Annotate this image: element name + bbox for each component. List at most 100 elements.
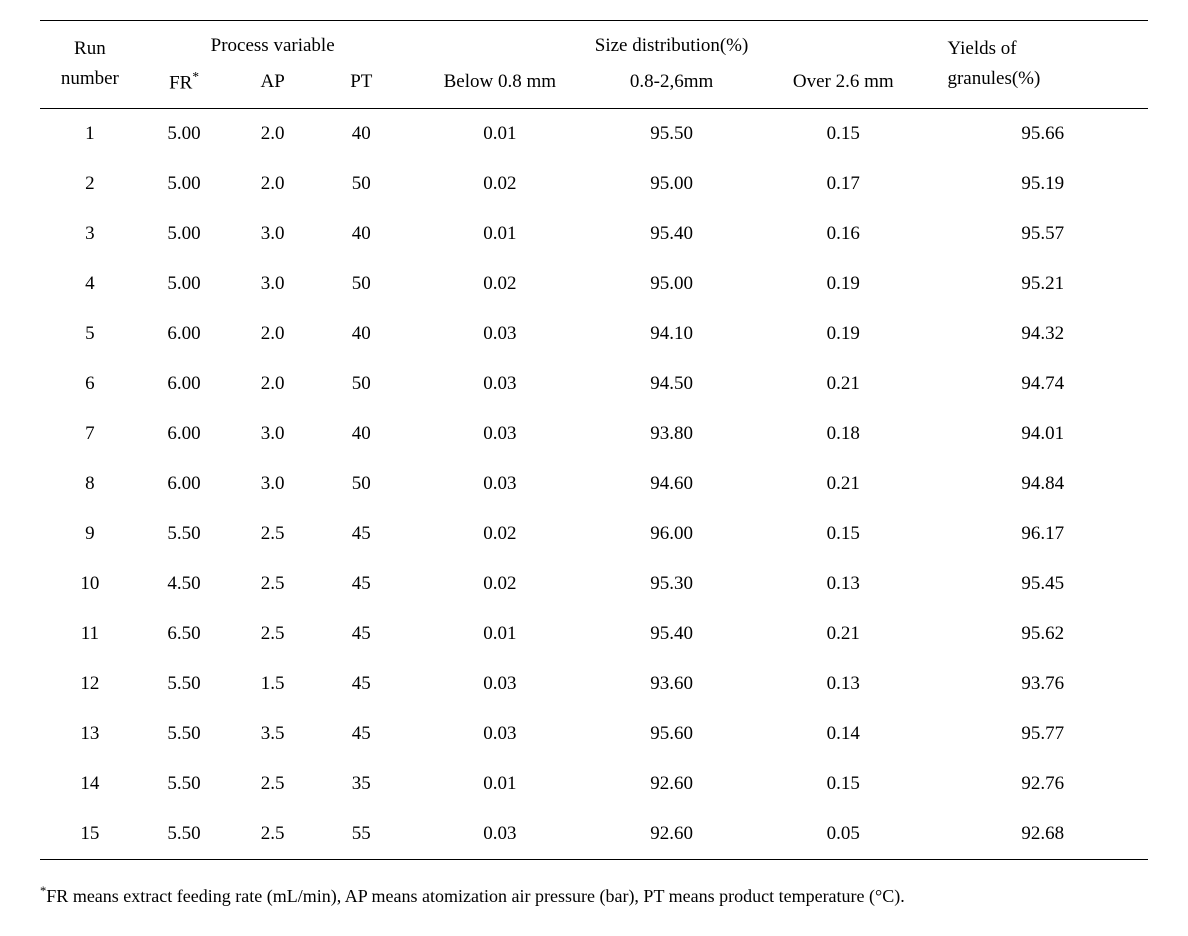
cell-below: 0.01 [406, 109, 594, 160]
header-run-top: Run [40, 21, 140, 64]
cell-mid: 94.60 [594, 459, 749, 509]
cell-fr: 4.50 [140, 559, 229, 609]
cell-fr: 5.50 [140, 809, 229, 860]
cell-ap: 2.5 [228, 609, 317, 659]
cell-run: 3 [40, 209, 140, 259]
cell-mid: 94.50 [594, 359, 749, 409]
header-pt: PT [317, 63, 406, 109]
table-row: 45.003.0500.0295.000.1995.21 [40, 259, 1148, 309]
cell-pt: 45 [317, 509, 406, 559]
cell-below: 0.01 [406, 609, 594, 659]
table-row: 66.002.0500.0394.500.2194.74 [40, 359, 1148, 409]
table-row: 125.501.5450.0393.600.1393.76 [40, 659, 1148, 709]
cell-ap: 2.0 [228, 109, 317, 160]
cell-over: 0.16 [749, 209, 937, 259]
cell-over: 0.21 [749, 359, 937, 409]
cell-yield: 92.68 [937, 809, 1148, 860]
cell-fr: 5.50 [140, 659, 229, 709]
cell-below: 0.03 [406, 459, 594, 509]
footnote-text: FR means extract feeding rate (mL/min), … [46, 886, 904, 906]
cell-ap: 1.5 [228, 659, 317, 709]
cell-run: 2 [40, 159, 140, 209]
header-mid: 0.8-2,6mm [594, 63, 749, 109]
cell-mid: 95.40 [594, 609, 749, 659]
cell-ap: 2.5 [228, 809, 317, 860]
data-table: Run Process variable Size distribution(%… [40, 20, 1148, 860]
cell-mid: 93.80 [594, 409, 749, 459]
cell-pt: 45 [317, 609, 406, 659]
cell-pt: 50 [317, 259, 406, 309]
cell-pt: 55 [317, 809, 406, 860]
cell-over: 0.13 [749, 559, 937, 609]
cell-pt: 40 [317, 209, 406, 259]
footnote: *FR means extract feeding rate (mL/min),… [40, 878, 1148, 916]
cell-over: 0.15 [749, 759, 937, 809]
cell-yield: 95.45 [937, 559, 1148, 609]
cell-over: 0.21 [749, 609, 937, 659]
cell-yield: 96.17 [937, 509, 1148, 559]
cell-yield: 94.01 [937, 409, 1148, 459]
table-row: 35.003.0400.0195.400.1695.57 [40, 209, 1148, 259]
header-yields-top: Yields of [937, 21, 1148, 64]
cell-run: 13 [40, 709, 140, 759]
cell-yield: 94.84 [937, 459, 1148, 509]
cell-run: 11 [40, 609, 140, 659]
cell-ap: 3.0 [228, 409, 317, 459]
cell-ap: 2.0 [228, 359, 317, 409]
cell-below: 0.03 [406, 809, 594, 860]
cell-run: 14 [40, 759, 140, 809]
table-row: 104.502.5450.0295.300.1395.45 [40, 559, 1148, 609]
cell-yield: 95.57 [937, 209, 1148, 259]
cell-ap: 3.0 [228, 259, 317, 309]
cell-run: 8 [40, 459, 140, 509]
cell-below: 0.02 [406, 259, 594, 309]
table-row: 25.002.0500.0295.000.1795.19 [40, 159, 1148, 209]
table-row: 155.502.5550.0392.600.0592.68 [40, 809, 1148, 860]
cell-fr: 5.00 [140, 209, 229, 259]
cell-yield: 95.19 [937, 159, 1148, 209]
cell-pt: 40 [317, 309, 406, 359]
cell-ap: 3.0 [228, 209, 317, 259]
cell-mid: 95.30 [594, 559, 749, 609]
cell-pt: 40 [317, 109, 406, 160]
table-row: 15.002.0400.0195.500.1595.66 [40, 109, 1148, 160]
cell-fr: 5.50 [140, 709, 229, 759]
cell-yield: 95.62 [937, 609, 1148, 659]
cell-yield: 93.76 [937, 659, 1148, 709]
cell-mid: 95.40 [594, 209, 749, 259]
cell-run: 12 [40, 659, 140, 709]
header-fr: FR* [140, 63, 229, 109]
cell-below: 0.01 [406, 209, 594, 259]
cell-ap: 3.5 [228, 709, 317, 759]
cell-below: 0.02 [406, 159, 594, 209]
header-size-distribution: Size distribution(%) [406, 21, 938, 64]
cell-fr: 6.50 [140, 609, 229, 659]
header-ap: AP [228, 63, 317, 109]
header-process-variable: Process variable [140, 21, 406, 64]
table-row: 135.503.5450.0395.600.1495.77 [40, 709, 1148, 759]
cell-below: 0.03 [406, 409, 594, 459]
cell-fr: 5.50 [140, 759, 229, 809]
cell-yield: 95.77 [937, 709, 1148, 759]
table-row: 76.003.0400.0393.800.1894.01 [40, 409, 1148, 459]
cell-pt: 50 [317, 159, 406, 209]
cell-run: 6 [40, 359, 140, 409]
table-row: 145.502.5350.0192.600.1592.76 [40, 759, 1148, 809]
cell-below: 0.03 [406, 709, 594, 759]
table-row: 86.003.0500.0394.600.2194.84 [40, 459, 1148, 509]
cell-pt: 45 [317, 659, 406, 709]
cell-below: 0.01 [406, 759, 594, 809]
cell-yield: 92.76 [937, 759, 1148, 809]
table-row: 95.502.5450.0296.000.1596.17 [40, 509, 1148, 559]
cell-fr: 6.00 [140, 459, 229, 509]
table-row: 56.002.0400.0394.100.1994.32 [40, 309, 1148, 359]
cell-over: 0.17 [749, 159, 937, 209]
cell-pt: 50 [317, 459, 406, 509]
cell-mid: 96.00 [594, 509, 749, 559]
cell-run: 1 [40, 109, 140, 160]
cell-below: 0.03 [406, 659, 594, 709]
cell-over: 0.15 [749, 509, 937, 559]
cell-yield: 94.32 [937, 309, 1148, 359]
cell-mid: 92.60 [594, 809, 749, 860]
cell-over: 0.14 [749, 709, 937, 759]
